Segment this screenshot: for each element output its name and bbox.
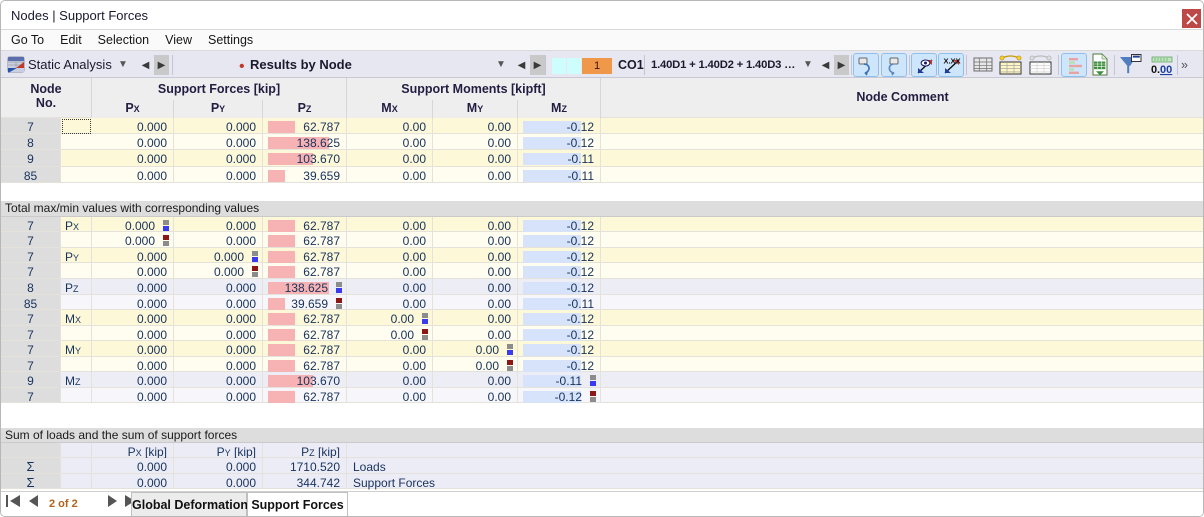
- svg-text:X.XX: X.XX: [943, 57, 960, 66]
- svg-text:00: 00: [1160, 64, 1172, 76]
